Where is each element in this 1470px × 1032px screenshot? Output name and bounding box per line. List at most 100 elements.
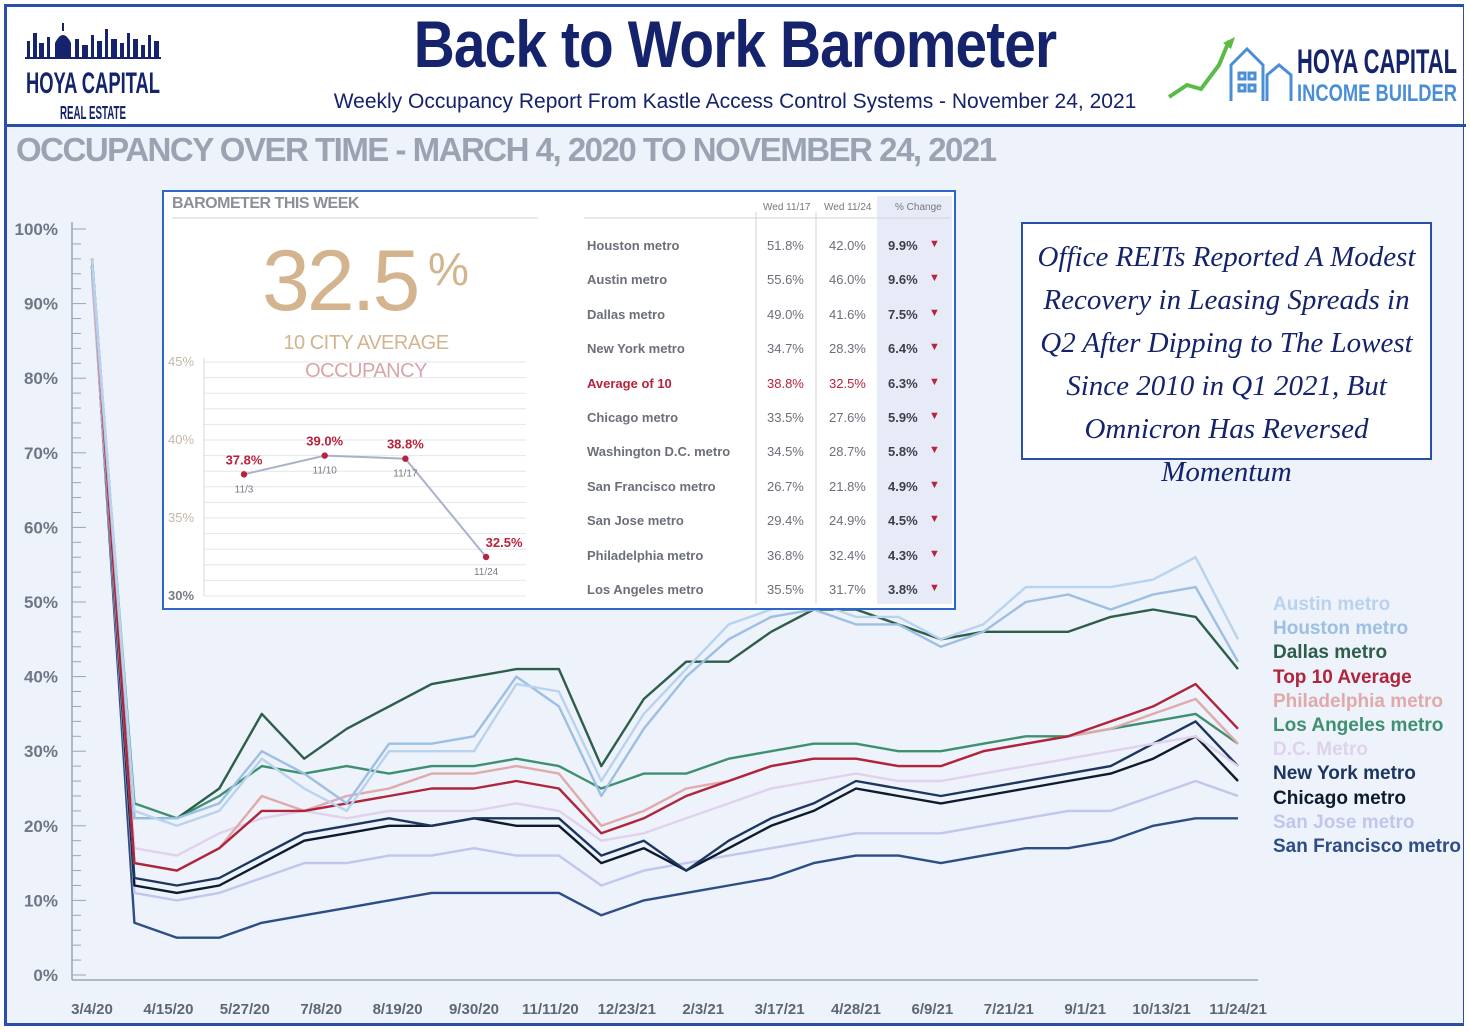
table-row: Houston metro 51.8% 42.0% 9.9% ▼ [164, 238, 958, 268]
legend-item: D.C. Metro [1273, 739, 1368, 761]
legend-item: Dallas metro [1273, 642, 1388, 664]
row-prev: 36.8% [767, 547, 804, 563]
callout-box: Office REITs Reported A Modest Recovery … [1021, 222, 1432, 488]
average-occupancy-unit: % [428, 243, 469, 295]
row-metro: San Jose metro [587, 513, 684, 529]
y-tick-label: 20% [24, 817, 58, 836]
chart-title: OCCUPANCY OVER TIME - MARCH 4, 2020 TO N… [16, 131, 997, 168]
average-label-line1: 10 CITY AVERAGE [283, 332, 449, 354]
legend-item: Philadelphia metro [1273, 690, 1443, 712]
row-prev: 29.4% [767, 513, 804, 529]
row-change: 6.3% [888, 375, 918, 391]
series-line-d-c-metro [90, 266, 1239, 857]
row-change: 7.5% [888, 306, 918, 322]
row-curr: 41.6% [829, 306, 866, 322]
row-prev: 34.5% [767, 444, 804, 460]
table-row: San Francisco metro 26.7% 21.8% 4.9% ▼ [164, 479, 958, 509]
legend-item: Chicago metro [1273, 787, 1407, 809]
row-curr: 31.7% [829, 582, 866, 597]
inset-series-line [243, 454, 487, 558]
inset-y-tick-label: 45% [168, 354, 194, 369]
series-line-dallas-metro [90, 258, 1239, 820]
x-tick-label: 6/9/21 [912, 1001, 954, 1018]
row-metro: Dallas metro [587, 306, 666, 322]
series-line-chicago-metro [90, 266, 1239, 895]
inset-y-tick-label: 30% [168, 588, 194, 603]
row-curr: 28.7% [829, 444, 866, 460]
table-header-curr: Wed 11/24 [824, 202, 872, 213]
weekly-average-chart: 30% 35% 40% 45% 37.8% 11/3 39.0% 11/10 38.8% 11/1… [168, 212, 950, 604]
x-tick-label: 11/24/21 [1209, 1001, 1267, 1018]
table-row: San Jose metro 29.4% 24.9% 4.5% ▼ [164, 513, 958, 543]
header: HOYA CAPITAL REAL ESTATE HOYA CAPITAL IN… [7, 7, 1463, 125]
inset-data-point [402, 455, 409, 462]
legend-item: San Francisco metro [1273, 836, 1461, 857]
x-tick-label: 7/8/20 [300, 1001, 342, 1018]
left-logo-line2: REAL ESTATE [60, 103, 126, 123]
x-tick-label: 4/28/21 [831, 1001, 881, 1018]
down-triangle-icon: ▼ [929, 478, 940, 491]
row-metro: Washington D.C. metro [587, 444, 731, 460]
legend-item: New York metro [1273, 763, 1416, 785]
row-prev: 26.7% [767, 478, 804, 494]
table-row: Washington D.C. metro 34.5% 28.7% 5.8% ▼ [164, 444, 958, 474]
main-series-group [90, 258, 1240, 939]
row-prev: 55.6% [767, 272, 804, 288]
x-tick-label: 4/15/20 [143, 1001, 193, 1018]
y-tick-label: 30% [24, 742, 58, 761]
row-metro: New York metro [587, 341, 685, 357]
row-metro: Chicago metro [587, 410, 679, 425]
row-curr: 46.0% [829, 272, 866, 288]
y-tick-label: 90% [24, 295, 58, 314]
down-triangle-icon: ▼ [929, 410, 940, 422]
table-row: Average of 10 38.8% 32.5% 6.3% ▼ [164, 376, 958, 406]
inset-data-label: 38.8% [387, 437, 424, 452]
inset-category-label: 11/17 [393, 469, 418, 480]
down-triangle-icon: ▼ [929, 582, 940, 594]
series-line-austin-metro [90, 258, 1240, 827]
row-prev: 49.0% [767, 306, 804, 322]
inset-data-label: 37.8% [226, 452, 263, 467]
row-change: 9.9% [888, 238, 918, 253]
row-prev: 34.7% [767, 341, 804, 357]
y-tick-label: 50% [24, 593, 58, 612]
barometer-label: BAROMETER THIS WEEK [172, 195, 359, 212]
callout-text: Office REITs Reported A Modest Recovery … [1037, 241, 1416, 488]
table-row: Philadelphia metro 36.8% 32.4% 4.3% ▼ [164, 548, 958, 578]
table-row: Dallas metro 49.0% 41.6% 7.5% ▼ [164, 307, 958, 337]
row-curr: 24.9% [829, 513, 866, 529]
legend-item: Top 10 Average [1273, 666, 1412, 688]
row-curr: 42.0% [829, 238, 866, 253]
row-change: 5.8% [888, 444, 918, 460]
down-triangle-icon: ▼ [929, 306, 940, 319]
x-tick-label: 3/17/21 [755, 1001, 805, 1018]
inset-data-label: 32.5% [486, 535, 523, 550]
down-triangle-icon: ▼ [929, 272, 940, 285]
table-row: Chicago metro 33.5% 27.6% 5.9% ▼ [164, 410, 958, 440]
x-tick-label: 2/3/21 [682, 1001, 724, 1018]
table-header-change: % Change [895, 202, 942, 213]
row-change: 9.6% [888, 272, 918, 288]
x-tick-label: 8/19/20 [373, 1001, 423, 1018]
row-metro: Los Angeles metro [587, 582, 704, 597]
inset-y-tick-label: 40% [168, 432, 194, 447]
barometer-inset: 30% 35% 40% 45% 37.8% 11/3 39.0% 11/10 38.8% 11/1… [162, 190, 956, 610]
right-logo-line1: HOYA CAPITAL [1297, 43, 1457, 81]
row-prev: 33.5% [767, 410, 804, 425]
x-tick-label: 11/11/20 [522, 1001, 579, 1018]
page-title: Back to Work Barometer [413, 7, 1057, 81]
series-line-top-10-average [90, 258, 1239, 872]
x-tick-label: 7/21/21 [984, 1001, 1034, 1018]
row-metro: Average of 10 [587, 375, 672, 391]
row-metro: Houston metro [587, 238, 680, 253]
row-prev: 51.8% [767, 238, 804, 253]
row-curr: 27.6% [829, 410, 866, 425]
row-curr: 32.4% [829, 547, 866, 563]
header-divider [4, 124, 1466, 127]
left-logo-line1: HOYA CAPITAL [26, 67, 160, 100]
y-tick-label: 70% [24, 444, 58, 463]
row-curr: 21.8% [829, 478, 866, 494]
y-tick-label: 80% [24, 369, 58, 388]
down-triangle-icon: ▼ [929, 513, 940, 526]
row-change: 6.4% [888, 341, 918, 357]
